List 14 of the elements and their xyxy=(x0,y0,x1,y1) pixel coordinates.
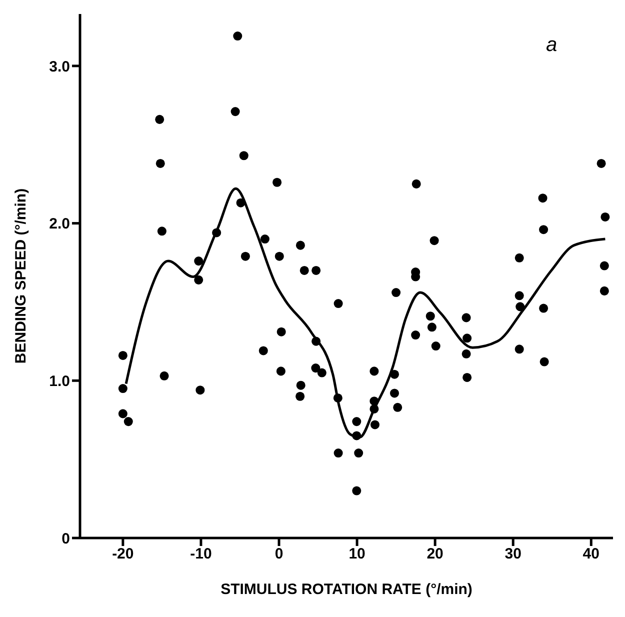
x-tick-label: -10 xyxy=(190,546,212,563)
y-tick-label: 0 xyxy=(62,530,70,548)
x-tick-label: 40 xyxy=(582,546,600,563)
annotation: a xyxy=(546,34,558,57)
x-axis-title: STIMULUS ROTATION RATE (°/min) xyxy=(220,581,472,598)
y-tick-label: 3.0 xyxy=(49,58,70,76)
y-tick-label: 1.0 xyxy=(49,372,70,390)
x-tick-label: -20 xyxy=(112,546,134,563)
x-tick-label: 0 xyxy=(274,546,284,563)
y-axis-title: BENDING SPEED (°/min) xyxy=(12,188,30,364)
x-tick-label: 10 xyxy=(348,546,366,563)
x-tick-label: 30 xyxy=(504,546,522,563)
x-tick-label: 20 xyxy=(426,546,444,563)
y-tick-label: 2.0 xyxy=(49,216,70,233)
